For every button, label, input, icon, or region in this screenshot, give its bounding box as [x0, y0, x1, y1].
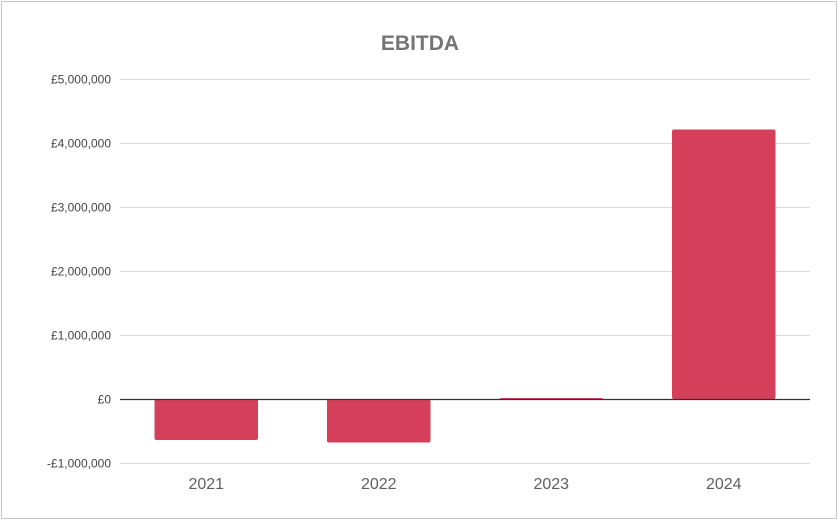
y-tick-label: £0 [98, 393, 112, 407]
bar-2021 [154, 399, 258, 440]
chart-title: EBITDA [381, 32, 459, 55]
x-axis-labels: 2021 2022 2023 2024 [188, 476, 741, 493]
bar-2022 [327, 399, 431, 443]
y-tick-label: £5,000,000 [51, 73, 111, 87]
y-tick-label: £4,000,000 [51, 137, 111, 151]
y-tick-label: -£1,000,000 [47, 457, 111, 471]
y-tick-label: £1,000,000 [51, 329, 111, 343]
x-tick-label: 2023 [533, 476, 569, 493]
x-tick-label: 2021 [188, 476, 224, 493]
y-axis-labels: -£1,000,000 £0 £1,000,000 £2,000,000 £3,000,… [47, 73, 111, 471]
bar-2024 [672, 129, 776, 399]
y-tick-label: £3,000,000 [51, 201, 111, 215]
x-tick-label: 2024 [706, 476, 742, 493]
x-tick-label: 2022 [361, 476, 397, 493]
bars [154, 129, 776, 443]
y-tick-label: £2,000,000 [51, 265, 111, 279]
